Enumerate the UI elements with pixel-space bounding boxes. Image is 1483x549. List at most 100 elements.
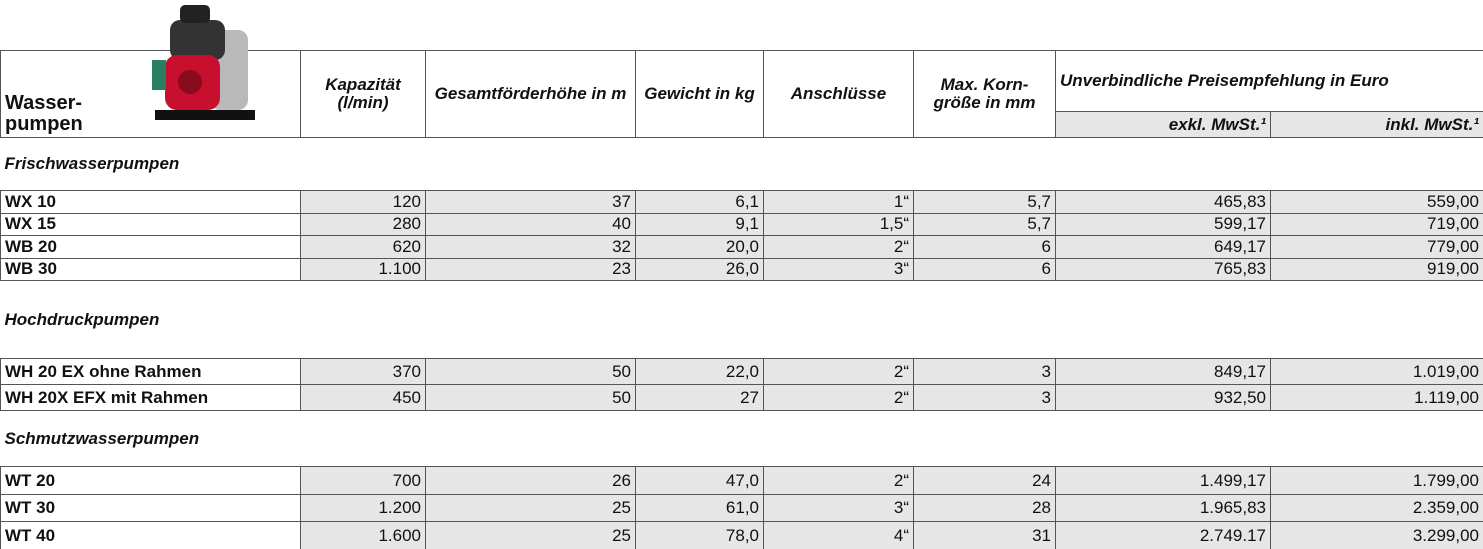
cell: 6 [913, 257, 1056, 281]
model-name: WH 20X EFX mit Rahmen [0, 384, 301, 411]
cell: 559,00 [1269, 190, 1483, 214]
cell: 27 [635, 384, 764, 411]
cell: 40 [425, 212, 636, 236]
section-title: Hochdruckpumpen [0, 280, 1483, 359]
cell: 849,17 [1055, 358, 1271, 385]
cell: 6,1 [635, 190, 764, 214]
cell: 450 [300, 384, 426, 411]
model-name: WT 40 [0, 521, 301, 549]
cell: 1,5“ [763, 212, 914, 236]
cell: 25 [425, 521, 636, 549]
section-title: Schmutzwasserpumpen [0, 410, 1483, 467]
model-name: WX 15 [0, 212, 301, 236]
price-column-header: exkl. MwSt.¹ [1055, 111, 1271, 138]
cell: 649,17 [1055, 235, 1271, 259]
cell: 3 [913, 384, 1056, 411]
section-row: Schmutzwasserpumpen [0, 410, 1483, 467]
section-row: Frischwasserpumpen [0, 137, 1483, 191]
cell: 1.499,17 [1055, 466, 1271, 495]
cell: 2.359,00 [1269, 494, 1483, 522]
cell: 26 [425, 466, 636, 495]
title-text: Wasser-pumpen [5, 92, 83, 135]
cell: 2“ [763, 466, 914, 495]
column-header: Kapazität (l/min) [300, 50, 426, 138]
cell: 2“ [763, 358, 914, 385]
cell: 37 [425, 190, 636, 214]
cell: 31 [913, 521, 1056, 549]
cell: 719,00 [1269, 212, 1483, 236]
price-column-header: inkl. MwSt.¹ [1269, 111, 1483, 138]
model-name: WT 20 [0, 466, 301, 495]
cell: 23 [425, 257, 636, 281]
model-name: WX 10 [0, 190, 301, 214]
column-header: Gesamtförderhöhe in m [425, 50, 636, 138]
cell: 700 [300, 466, 426, 495]
cell: 22,0 [635, 358, 764, 385]
column-header: Anschlüsse [763, 50, 914, 138]
data-row: WT 20 700 26 47,0 2“ 24 1.499,17 1.799,00 [0, 466, 1483, 495]
cell: 1.799,00 [1269, 466, 1483, 495]
cell: 25 [425, 494, 636, 522]
cell: 1.019,00 [1269, 358, 1483, 385]
cell: 932,50 [1055, 384, 1271, 411]
data-row: WT 40 1.600 25 78,0 4“ 31 2.749.17 3.299,00 [0, 521, 1483, 549]
cell: 1.200 [300, 494, 426, 522]
cell: 3.299,00 [1269, 521, 1483, 549]
cell: 5,7 [913, 212, 1056, 236]
cell: 4“ [763, 521, 914, 549]
cell: 1“ [763, 190, 914, 214]
table-title: Wasser-pumpen [0, 50, 301, 138]
column-header: Max. Korn-größe in mm [913, 50, 1056, 138]
cell: 120 [300, 190, 426, 214]
section-row: Hochdruckpumpen [0, 280, 1483, 359]
data-row: WH 20X EFX mit Rahmen 450 50 27 2“ 3 932,50 1.1… [0, 384, 1483, 411]
cell: 465,83 [1055, 190, 1271, 214]
cell: 280 [300, 212, 426, 236]
data-row: WT 30 1.200 25 61,0 3“ 28 1.965,83 2.359,00 [0, 494, 1483, 522]
cell: 61,0 [635, 494, 764, 522]
cell: 3 [913, 358, 1056, 385]
model-name: WB 30 [0, 257, 301, 281]
data-row: WB 30 1.100 23 26,0 3“ 6 765,83 919,00 [0, 257, 1483, 281]
data-row: WH 20 EX ohne Rahmen 370 50 22,0 2“ 3 849,17 1.… [0, 358, 1483, 385]
cell: 9,1 [635, 212, 764, 236]
cell: 50 [425, 384, 636, 411]
cell: 1.965,83 [1055, 494, 1271, 522]
cell: 370 [300, 358, 426, 385]
cell: 1.100 [300, 257, 426, 281]
column-header: Gewicht in kg [635, 50, 764, 138]
cell: 50 [425, 358, 636, 385]
cell: 779,00 [1269, 235, 1483, 259]
cell: 3“ [763, 257, 914, 281]
cell: 47,0 [635, 466, 764, 495]
model-name: WB 20 [0, 235, 301, 259]
model-name: WH 20 EX ohne Rahmen [0, 358, 301, 385]
cell: 919,00 [1269, 257, 1483, 281]
table-body: Frischwasserpumpen WX 10 120 37 6,1 1“ 5,7 465,… [0, 137, 1483, 549]
section-title: Frischwasserpumpen [0, 137, 1483, 191]
cell: 1.600 [300, 521, 426, 549]
data-row: WB 20 620 32 20,0 2“ 6 649,17 779,00 [0, 235, 1483, 259]
pump-image [152, 5, 255, 120]
cell: 5,7 [913, 190, 1056, 214]
cell: 6 [913, 235, 1056, 259]
price-group-header: Unverbindliche Preisempfehlung in Euro [1054, 50, 1483, 112]
cell: 32 [425, 235, 636, 259]
cell: 20,0 [635, 235, 764, 259]
cell: 620 [300, 235, 426, 259]
price-table: Wasser-pumpen Kapazität (l/min) Gesamtfö… [0, 50, 1483, 549]
cell: 2.749.17 [1055, 521, 1271, 549]
cell: 2“ [763, 384, 914, 411]
cell: 26,0 [635, 257, 764, 281]
data-row: WX 10 120 37 6,1 1“ 5,7 465,83 559,00 [0, 190, 1483, 214]
cell: 24 [913, 466, 1056, 495]
cell: 1.119,00 [1269, 384, 1483, 411]
cell: 2“ [763, 235, 914, 259]
cell: 3“ [763, 494, 914, 522]
cell: 765,83 [1055, 257, 1271, 281]
cell: 28 [913, 494, 1056, 522]
model-name: WT 30 [0, 494, 301, 522]
cell: 78,0 [635, 521, 764, 549]
data-row: WX 15 280 40 9,1 1,5“ 5,7 599,17 719,00 [0, 212, 1483, 236]
